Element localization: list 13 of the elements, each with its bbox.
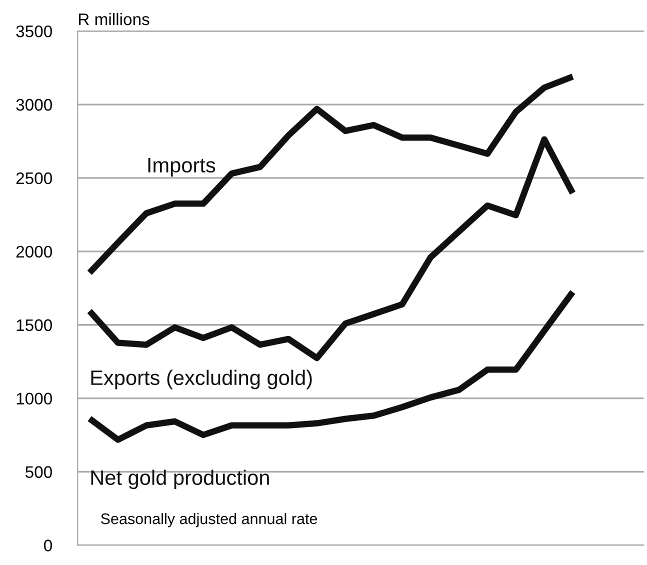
series-label: Exports (excluding gold) xyxy=(91,370,312,390)
y-tick-label: 500 xyxy=(26,466,52,478)
y-tick-label: 3000 xyxy=(16,98,52,111)
annotation: Seasonally adjusted annual rate xyxy=(100,512,318,528)
series-label: Imports xyxy=(148,158,216,177)
y-axis-title: R millions xyxy=(79,12,150,26)
series-label: Net gold production xyxy=(91,470,269,490)
y-tick-label: 1000 xyxy=(16,392,52,405)
y-tick-label: 3500 xyxy=(16,25,52,38)
y-tick-label: 1500 xyxy=(16,319,52,332)
y-tick-label: 0 xyxy=(44,540,52,552)
y-tick-label: 2500 xyxy=(16,172,52,184)
y-tick-label: 2000 xyxy=(16,246,52,258)
